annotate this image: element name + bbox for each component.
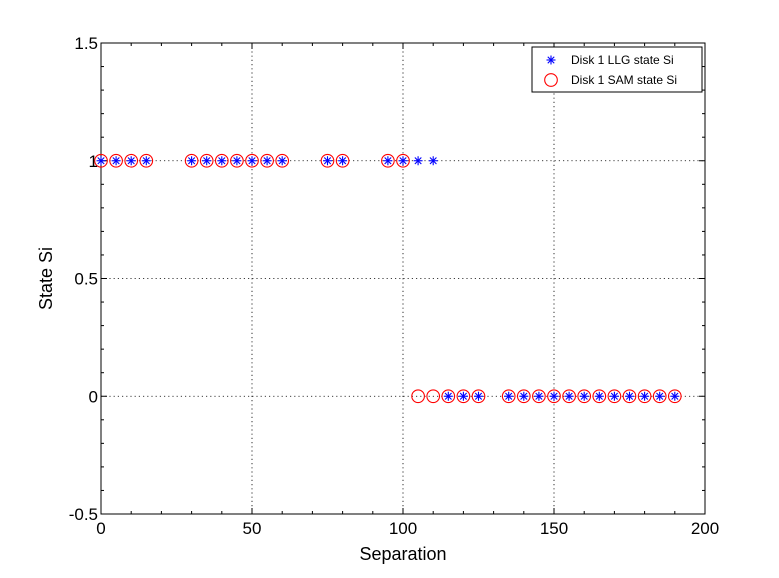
data-markers — [94, 153, 682, 404]
legend-circle-icon — [544, 73, 558, 87]
sam-point-13 — [381, 153, 395, 168]
sam-point-28 — [622, 389, 637, 404]
llg-point-15 — [413, 156, 423, 166]
sam-point-26 — [592, 389, 607, 404]
x-tick-label-1: 50 — [243, 519, 262, 538]
sam-point-11 — [320, 153, 335, 168]
y-tick-label-1: 0 — [89, 387, 98, 406]
llg-point-28 — [625, 391, 634, 401]
sam-point-3 — [139, 153, 154, 168]
grid-layer — [101, 43, 705, 514]
sam-point-20 — [501, 389, 516, 404]
sam-point-8 — [245, 153, 259, 168]
sam-point-17 — [441, 389, 456, 404]
sam-point-15 — [411, 389, 425, 404]
y-tick-label-4: 1.5 — [74, 34, 98, 53]
llg-point-13 — [383, 156, 393, 166]
sam-point-5 — [199, 153, 214, 168]
plot-frame — [100, 42, 706, 515]
llg-point-29 — [640, 391, 650, 401]
legend-asterisk-icon — [546, 55, 556, 65]
llg-point-11 — [323, 156, 332, 166]
llg-point-0 — [96, 156, 106, 166]
llg-point-22 — [534, 391, 544, 401]
legend-box — [531, 46, 703, 93]
x-tick-labels: 0 50 100 150 200 — [96, 519, 719, 538]
series-sam — [94, 153, 682, 404]
sam-point-4 — [184, 153, 199, 168]
llg-point-9 — [262, 156, 272, 166]
legend: Disk 1 LLG state Si Disk 1 SAM state Si — [531, 46, 703, 93]
sam-point-14 — [396, 153, 410, 168]
x-tick-label-3: 150 — [540, 519, 568, 538]
sam-point-12 — [335, 153, 350, 168]
sam-point-7 — [230, 153, 244, 168]
sam-point-24 — [562, 389, 576, 404]
y-axis-label: State Si — [36, 247, 56, 310]
llg-point-4 — [187, 156, 197, 166]
llg-point-12 — [338, 156, 348, 166]
llg-point-30 — [655, 391, 665, 401]
sam-point-18 — [456, 389, 471, 404]
x-tick-label-2: 100 — [389, 519, 417, 538]
y-tick-label-0: -0.5 — [69, 505, 98, 524]
llg-point-24 — [564, 391, 574, 401]
llg-point-21 — [519, 391, 529, 401]
sam-point-19 — [471, 389, 486, 404]
x-tick-label-0: 0 — [96, 519, 105, 538]
sam-point-2 — [124, 153, 139, 168]
sam-point-1 — [109, 153, 123, 168]
legend-label-sam: Disk 1 SAM state Si — [571, 73, 677, 87]
sam-point-30 — [652, 389, 667, 404]
llg-point-18 — [458, 391, 468, 401]
llg-point-19 — [474, 391, 483, 401]
sam-point-22 — [532, 389, 546, 404]
x-axis-label: Separation — [359, 544, 446, 564]
llg-point-1 — [111, 156, 121, 166]
llg-point-8 — [247, 156, 257, 166]
llg-point-26 — [594, 391, 604, 401]
llg-point-6 — [217, 156, 227, 166]
llg-point-3 — [141, 156, 151, 166]
series-llg — [96, 156, 680, 401]
y-tick-label-3: 1 — [89, 152, 98, 171]
sam-point-23 — [547, 389, 561, 404]
sam-point-0 — [94, 153, 108, 168]
sam-point-9 — [260, 153, 274, 168]
llg-point-7 — [232, 156, 242, 166]
llg-point-16 — [428, 156, 438, 166]
llg-point-17 — [443, 391, 453, 401]
llg-point-20 — [504, 391, 514, 401]
llg-point-14 — [398, 156, 408, 166]
sam-point-25 — [577, 389, 592, 404]
sam-point-21 — [516, 389, 531, 404]
sam-point-16 — [426, 389, 441, 404]
x-tick-label-4: 200 — [691, 519, 719, 538]
legend-label-llg: Disk 1 LLG state Si — [571, 53, 674, 67]
llg-point-5 — [202, 156, 212, 166]
y-tick-label-2: 0.5 — [74, 270, 98, 289]
llg-point-31 — [670, 391, 680, 401]
sam-point-6 — [214, 153, 229, 168]
legend-marker-sam — [544, 73, 558, 87]
sam-point-27 — [607, 389, 622, 404]
sam-point-29 — [637, 389, 652, 404]
llg-point-25 — [579, 391, 589, 401]
llg-point-2 — [126, 156, 136, 166]
legend-marker-llg — [546, 55, 556, 65]
sam-point-10 — [275, 153, 290, 168]
sam-point-31 — [667, 389, 682, 404]
llg-point-23 — [549, 391, 559, 401]
llg-point-10 — [277, 156, 287, 166]
llg-point-27 — [609, 391, 619, 401]
y-tick-labels: -0.5 0 0.5 1 1.5 — [69, 34, 98, 524]
